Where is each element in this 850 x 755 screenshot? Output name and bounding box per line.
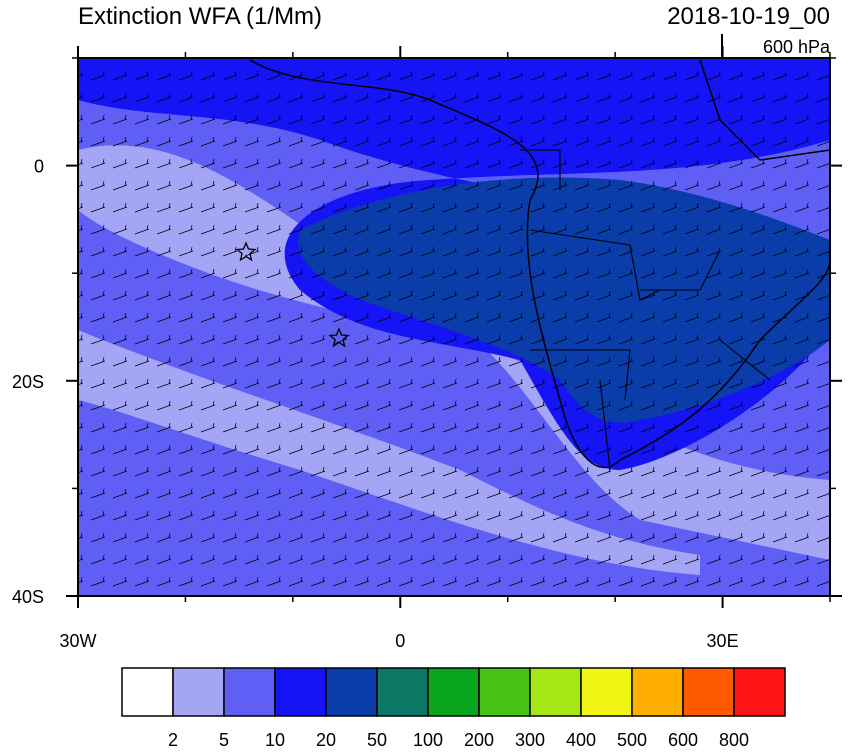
y-tick-label: 40S (12, 587, 44, 607)
colorbar-label: 2 (168, 730, 178, 750)
date: 2018-10-19_00 (667, 3, 830, 30)
x-tick-label: 30E (707, 631, 739, 651)
colorbar-label: 300 (515, 730, 545, 750)
x-tick-label: 0 (395, 631, 405, 651)
colorbar-box (121, 667, 174, 717)
colorbar-box (682, 667, 735, 717)
colorbar-box (325, 667, 378, 717)
colorbar-label: 100 (413, 730, 443, 750)
colorbar-label: 5 (219, 730, 229, 750)
map-frame (77, 57, 831, 597)
colorbar-box (172, 667, 225, 717)
colorbar-label: 600 (668, 730, 698, 750)
y-tick-label: 0 (34, 157, 44, 177)
colorbar-box (631, 667, 684, 717)
colorbar-label: 200 (464, 730, 494, 750)
y-tick-label: 20S (12, 372, 44, 392)
colorbar-label: 50 (367, 730, 387, 750)
colorbar-box (478, 667, 531, 717)
colorbar-label: 800 (719, 730, 749, 750)
colorbar-box (427, 667, 480, 717)
colorbar-box (733, 667, 786, 717)
map-field (78, 58, 830, 596)
colorbar-label: 10 (265, 730, 285, 750)
colorbar-box (223, 667, 276, 717)
colorbar-box (580, 667, 633, 717)
colorbar-box (529, 667, 582, 717)
level: 600 hPa (763, 37, 831, 57)
colorbar-box (274, 667, 327, 717)
colorbar-label: 400 (566, 730, 596, 750)
x-tick-label: 30W (59, 631, 96, 651)
title: Extinction WFA (1/Mm) (78, 3, 322, 30)
colorbar-box (376, 667, 429, 717)
colorbar-label: 500 (617, 730, 647, 750)
colorbar-label: 20 (316, 730, 336, 750)
